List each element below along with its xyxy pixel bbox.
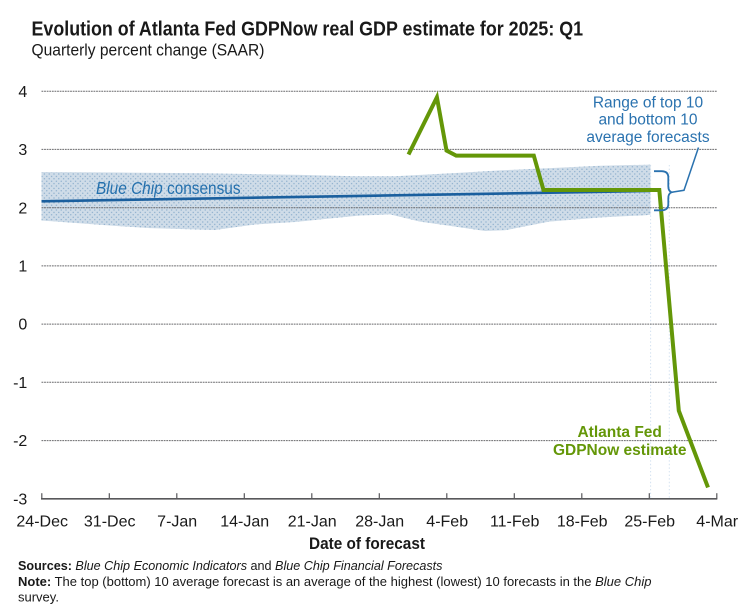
svg-text:-2: -2: [13, 433, 27, 450]
svg-text:2: 2: [18, 200, 27, 217]
svg-text:4: 4: [18, 84, 27, 101]
svg-text:survey.: survey.: [18, 590, 59, 605]
svg-text:0: 0: [18, 317, 27, 334]
svg-text:Sources: Blue Chip Economic In: Sources: Blue Chip Economic Indicators a…: [18, 558, 443, 573]
svg-text:Quarterly percent change (SAAR: Quarterly percent change (SAAR): [32, 41, 265, 60]
svg-text:Note: The top (bottom) 10 aver: Note: The top (bottom) 10 average foreca…: [18, 574, 652, 589]
svg-text:28-Jan: 28-Jan: [355, 514, 404, 531]
svg-text:Date of forecast: Date of forecast: [309, 534, 426, 553]
svg-text:3: 3: [18, 142, 27, 159]
svg-text:18-Feb: 18-Feb: [557, 514, 608, 531]
svg-text:11-Feb: 11-Feb: [490, 514, 540, 531]
svg-text:Range of top 10: Range of top 10: [593, 94, 704, 111]
svg-text:average forecasts: average forecasts: [586, 129, 709, 146]
svg-text:and bottom 10: and bottom 10: [598, 112, 697, 129]
svg-text:-3: -3: [13, 491, 27, 508]
svg-text:4-Mar: 4-Mar: [696, 514, 738, 531]
svg-text:7-Jan: 7-Jan: [157, 514, 197, 531]
svg-text:21-Jan: 21-Jan: [288, 514, 337, 531]
svg-text:Evolution of Atlanta Fed GDPNo: Evolution of Atlanta Fed GDPNow real GDP…: [32, 19, 584, 41]
svg-text:4-Feb: 4-Feb: [426, 514, 468, 531]
svg-text:-1: -1: [13, 375, 27, 392]
svg-text:Atlanta Fed: Atlanta Fed: [577, 424, 661, 441]
svg-text:25-Feb: 25-Feb: [624, 514, 675, 531]
svg-text:1: 1: [18, 259, 27, 276]
svg-text:GDPNow estimate: GDPNow estimate: [553, 442, 687, 459]
svg-text:31-Dec: 31-Dec: [84, 514, 136, 531]
svg-text:Blue Chip consensus: Blue Chip consensus: [96, 179, 241, 198]
svg-text:24-Dec: 24-Dec: [16, 514, 68, 531]
svg-text:14-Jan: 14-Jan: [220, 514, 269, 531]
